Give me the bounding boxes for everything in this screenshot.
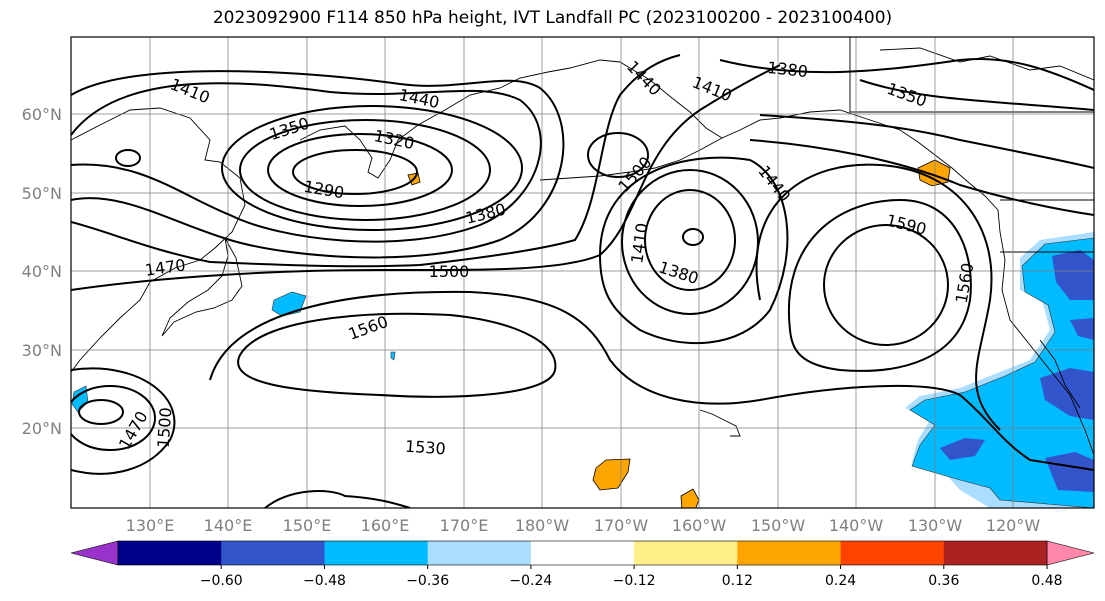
contour-1350-ne: [859, 79, 1094, 111]
shade-negative-dark-west-3: [1040, 368, 1094, 420]
contour-1380-mid: [682, 228, 704, 246]
shade-negative-dark-west-1: [1052, 250, 1094, 300]
contour-1350: [239, 119, 491, 221]
contour-1470-west: [71, 54, 681, 268]
shade-negative-dark-west-2: [1070, 318, 1094, 340]
colorbar-segment: [221, 541, 325, 565]
map-background: [71, 37, 1094, 508]
colorbar-tick-label: 0.24: [825, 573, 856, 589]
contour-1560: [237, 312, 557, 398]
contour-1440-ne: [749, 139, 1094, 216]
coast-arctic: [879, 47, 1094, 81]
colorbar-segments: [118, 541, 1048, 565]
coast-aleutians: [539, 137, 723, 181]
contour-1470-mid: [598, 156, 789, 345]
contour-label: 1500: [154, 407, 176, 449]
colorbar-tick-label: 0.48: [1031, 573, 1062, 589]
colorbar-segment: [840, 541, 945, 565]
map-frame: [70, 36, 1095, 509]
contour-1410-ne: [759, 114, 1094, 169]
lon-label: 150°E: [283, 516, 332, 535]
colorbar-tick-label: 0.12: [722, 573, 753, 589]
contour-1590: [823, 224, 949, 346]
lat-label: 50°N: [22, 184, 62, 203]
colorbar: −0.60 −0.48 −0.36 −0.24 −0.12 0.12 0.24 0.36 0.4…: [70, 540, 1095, 589]
latitude-labels: 60°N 50°N 40°N 30°N 20°N: [22, 105, 62, 438]
contour-label: 1530: [404, 437, 446, 459]
colorbar-segment: [530, 541, 635, 565]
lon-label: 130°E: [126, 516, 175, 535]
coast-north-america-west: [997, 209, 1094, 456]
lon-label: 130°W: [908, 516, 963, 535]
contour-1380-ne: [719, 58, 1094, 91]
ivt-shading: [71, 159, 1094, 508]
colorbar-segment: [634, 541, 738, 565]
contour-1470-sw: [78, 399, 124, 425]
contour-1440-west: [71, 70, 565, 259]
contour-small-island: [115, 149, 141, 167]
lat-label: 60°N: [22, 105, 62, 124]
colorbar-segment: [427, 541, 532, 565]
lon-label: 160°E: [361, 516, 410, 535]
shade-negative-dark-west-4: [940, 438, 985, 460]
lat-label: 20°N: [22, 419, 62, 438]
lon-label: 150°W: [751, 516, 806, 535]
colorbar-outline: [117, 540, 1048, 566]
coast-kamchatka: [299, 71, 549, 179]
lat-label: 30°N: [22, 341, 62, 360]
colorbar-tick-label: 0.36: [928, 573, 959, 589]
contour-1410-mid: [644, 189, 736, 291]
colorbar-segment: [737, 541, 842, 565]
gridlines: [71, 37, 1094, 508]
lat-label: 40°N: [22, 262, 62, 281]
contour-label: 1500: [429, 262, 470, 281]
colorbar-tick-label: −0.36: [406, 573, 449, 589]
colorbar-tick-label: −0.60: [200, 573, 243, 589]
lon-label: 120°W: [986, 516, 1041, 535]
longitude-labels: 130°E 140°E 150°E 160°E 170°E 180°W 170°…: [126, 516, 1041, 535]
height-contours: [71, 54, 1094, 508]
colorbar-tick-label: −0.48: [303, 573, 346, 589]
contour-1440-mid: [621, 169, 759, 315]
contour-1470-mid-west: [587, 132, 649, 178]
contour-1530-east: [755, 163, 1001, 431]
contour-1500: [71, 64, 781, 291]
coast-japan: [161, 237, 243, 337]
colorbar-extend-left: [70, 540, 119, 566]
colorbar-segment: [943, 541, 1048, 565]
contour-1530-sw: [71, 367, 176, 475]
contour-1320: [267, 133, 453, 207]
contour-label: 1380: [766, 58, 808, 81]
colorbar-segment: [118, 541, 222, 565]
lon-label: 180°W: [515, 516, 570, 535]
contour-1560-east: [787, 198, 972, 372]
colorbar-tick-label: −0.12: [613, 573, 656, 589]
lon-label: 160°W: [672, 516, 727, 535]
lon-label: 170°W: [594, 516, 649, 535]
lon-label: 140°E: [204, 516, 253, 535]
contour-1380-west: [221, 105, 523, 231]
contour-1410-west: [71, 82, 542, 243]
lon-label: 140°W: [829, 516, 884, 535]
contour-1530: [209, 290, 1094, 471]
contour-1500-sw: [71, 385, 156, 451]
coast-hawaii: [699, 409, 741, 437]
map-title: 2023092900 F114 850 hPa height, IVT Land…: [212, 8, 893, 28]
contour-south-bottom: [264, 490, 411, 508]
lon-label: 170°E: [440, 516, 489, 535]
contour-1290: [292, 149, 418, 195]
coastlines: [71, 37, 1094, 456]
colorbar-ticks: −0.60 −0.48 −0.36 −0.24 −0.12 0.12 0.24 0.36 0.4…: [200, 565, 1063, 589]
shade-negative-mid-small: [390, 351, 396, 361]
colorbar-segment: [324, 541, 429, 565]
shade-negative-dark-west-5: [1045, 452, 1094, 492]
coast-alaska: [547, 59, 999, 211]
colorbar-tick-label: −0.24: [509, 573, 552, 589]
colorbar-extend-right: [1046, 540, 1095, 566]
